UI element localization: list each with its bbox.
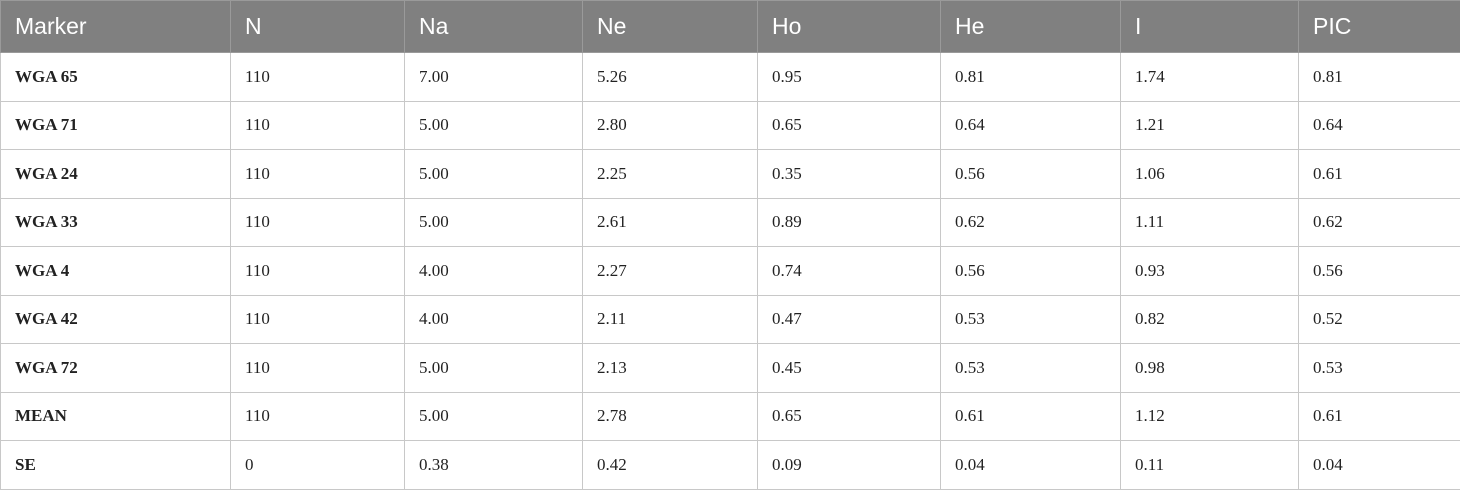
data-cell: 0.89 [757, 197, 941, 247]
data-cell: 0.62 [940, 197, 1121, 247]
table-row: WGA 42 110 4.00 2.11 0.47 0.53 0.82 0.52 [0, 294, 1460, 344]
data-cell: 0.74 [757, 246, 941, 296]
row-label: WGA 72 [0, 343, 231, 393]
header-cell: Marker [0, 0, 231, 53]
data-cell: 1.74 [1120, 52, 1299, 102]
row-label: WGA 65 [0, 52, 231, 102]
data-cell: 2.11 [582, 294, 758, 344]
header-cell: Na [404, 0, 583, 53]
table-row: MEAN 110 5.00 2.78 0.65 0.61 1.12 0.61 [0, 391, 1460, 441]
header-cell: N [230, 0, 405, 53]
header-cell: PIC [1298, 0, 1460, 53]
data-cell: 7.00 [404, 52, 583, 102]
row-label: WGA 4 [0, 246, 231, 296]
data-cell: 1.21 [1120, 100, 1299, 150]
table-row: WGA 71 110 5.00 2.80 0.65 0.64 1.21 0.64 [0, 100, 1460, 150]
data-cell: 110 [230, 246, 405, 296]
data-cell: 0.61 [1298, 149, 1460, 199]
data-cell: 2.78 [582, 391, 758, 441]
data-cell: 0.93 [1120, 246, 1299, 296]
data-cell: 0.04 [1298, 440, 1460, 490]
header-row: Marker N Na Ne Ho He I PIC [0, 0, 1460, 53]
data-cell: 5.00 [404, 391, 583, 441]
data-cell: 0.81 [1298, 52, 1460, 102]
data-cell: 5.26 [582, 52, 758, 102]
data-cell: 1.11 [1120, 197, 1299, 247]
data-cell: 0.62 [1298, 197, 1460, 247]
row-label: SE [0, 440, 231, 490]
table-row: WGA 72 110 5.00 2.13 0.45 0.53 0.98 0.53 [0, 343, 1460, 393]
data-cell: 0.64 [940, 100, 1121, 150]
data-cell: 0.81 [940, 52, 1121, 102]
data-cell: 1.06 [1120, 149, 1299, 199]
data-cell: 5.00 [404, 100, 583, 150]
data-cell: 0.53 [940, 294, 1121, 344]
data-cell: 2.13 [582, 343, 758, 393]
data-cell: 5.00 [404, 149, 583, 199]
data-cell: 0.09 [757, 440, 941, 490]
data-cell: 0.45 [757, 343, 941, 393]
data-cell: 0.65 [757, 100, 941, 150]
row-label: WGA 42 [0, 294, 231, 344]
data-cell: 0.82 [1120, 294, 1299, 344]
data-cell: 0.42 [582, 440, 758, 490]
row-label: WGA 71 [0, 100, 231, 150]
data-cell: 1.12 [1120, 391, 1299, 441]
data-cell: 2.61 [582, 197, 758, 247]
data-cell: 110 [230, 343, 405, 393]
data-cell: 0.98 [1120, 343, 1299, 393]
data-cell: 110 [230, 100, 405, 150]
data-cell: 0.38 [404, 440, 583, 490]
data-cell: 0.56 [940, 149, 1121, 199]
data-cell: 0.35 [757, 149, 941, 199]
data-cell: 2.27 [582, 246, 758, 296]
header-cell: Ne [582, 0, 758, 53]
data-cell: 0.56 [940, 246, 1121, 296]
data-cell: 5.00 [404, 197, 583, 247]
table-row: WGA 65 110 7.00 5.26 0.95 0.81 1.74 0.81 [0, 52, 1460, 102]
table-row: WGA 24 110 5.00 2.25 0.35 0.56 1.06 0.61 [0, 149, 1460, 199]
header-cell: Ho [757, 0, 941, 53]
data-cell: 0.04 [940, 440, 1121, 490]
data-cell: 0.47 [757, 294, 941, 344]
data-cell: 0.64 [1298, 100, 1460, 150]
row-label: WGA 24 [0, 149, 231, 199]
data-cell: 2.25 [582, 149, 758, 199]
table-row: WGA 33 110 5.00 2.61 0.89 0.62 1.11 0.62 [0, 197, 1460, 247]
data-cell: 0.56 [1298, 246, 1460, 296]
row-label: WGA 33 [0, 197, 231, 247]
data-cell: 110 [230, 391, 405, 441]
data-cell: 0.52 [1298, 294, 1460, 344]
table-row: SE 0 0.38 0.42 0.09 0.04 0.11 0.04 [0, 440, 1460, 490]
data-cell: 4.00 [404, 246, 583, 296]
data-cell: 4.00 [404, 294, 583, 344]
table-body: WGA 65 110 7.00 5.26 0.95 0.81 1.74 0.81 WGA 71 1… [0, 52, 1460, 490]
data-cell: 110 [230, 149, 405, 199]
data-cell: 0.53 [940, 343, 1121, 393]
data-cell: 0.65 [757, 391, 941, 441]
data-cell: 0.61 [940, 391, 1121, 441]
header-cell: I [1120, 0, 1299, 53]
data-cell: 0.53 [1298, 343, 1460, 393]
data-cell: 0 [230, 440, 405, 490]
data-cell: 5.00 [404, 343, 583, 393]
data-cell: 2.80 [582, 100, 758, 150]
header-cell: He [940, 0, 1121, 53]
data-cell: 0.95 [757, 52, 941, 102]
row-label: MEAN [0, 391, 231, 441]
data-cell: 110 [230, 197, 405, 247]
data-cell: 0.61 [1298, 391, 1460, 441]
data-cell: 110 [230, 52, 405, 102]
table-row: WGA 4 110 4.00 2.27 0.74 0.56 0.93 0.56 [0, 246, 1460, 296]
data-cell: 0.11 [1120, 440, 1299, 490]
data-cell: 110 [230, 294, 405, 344]
